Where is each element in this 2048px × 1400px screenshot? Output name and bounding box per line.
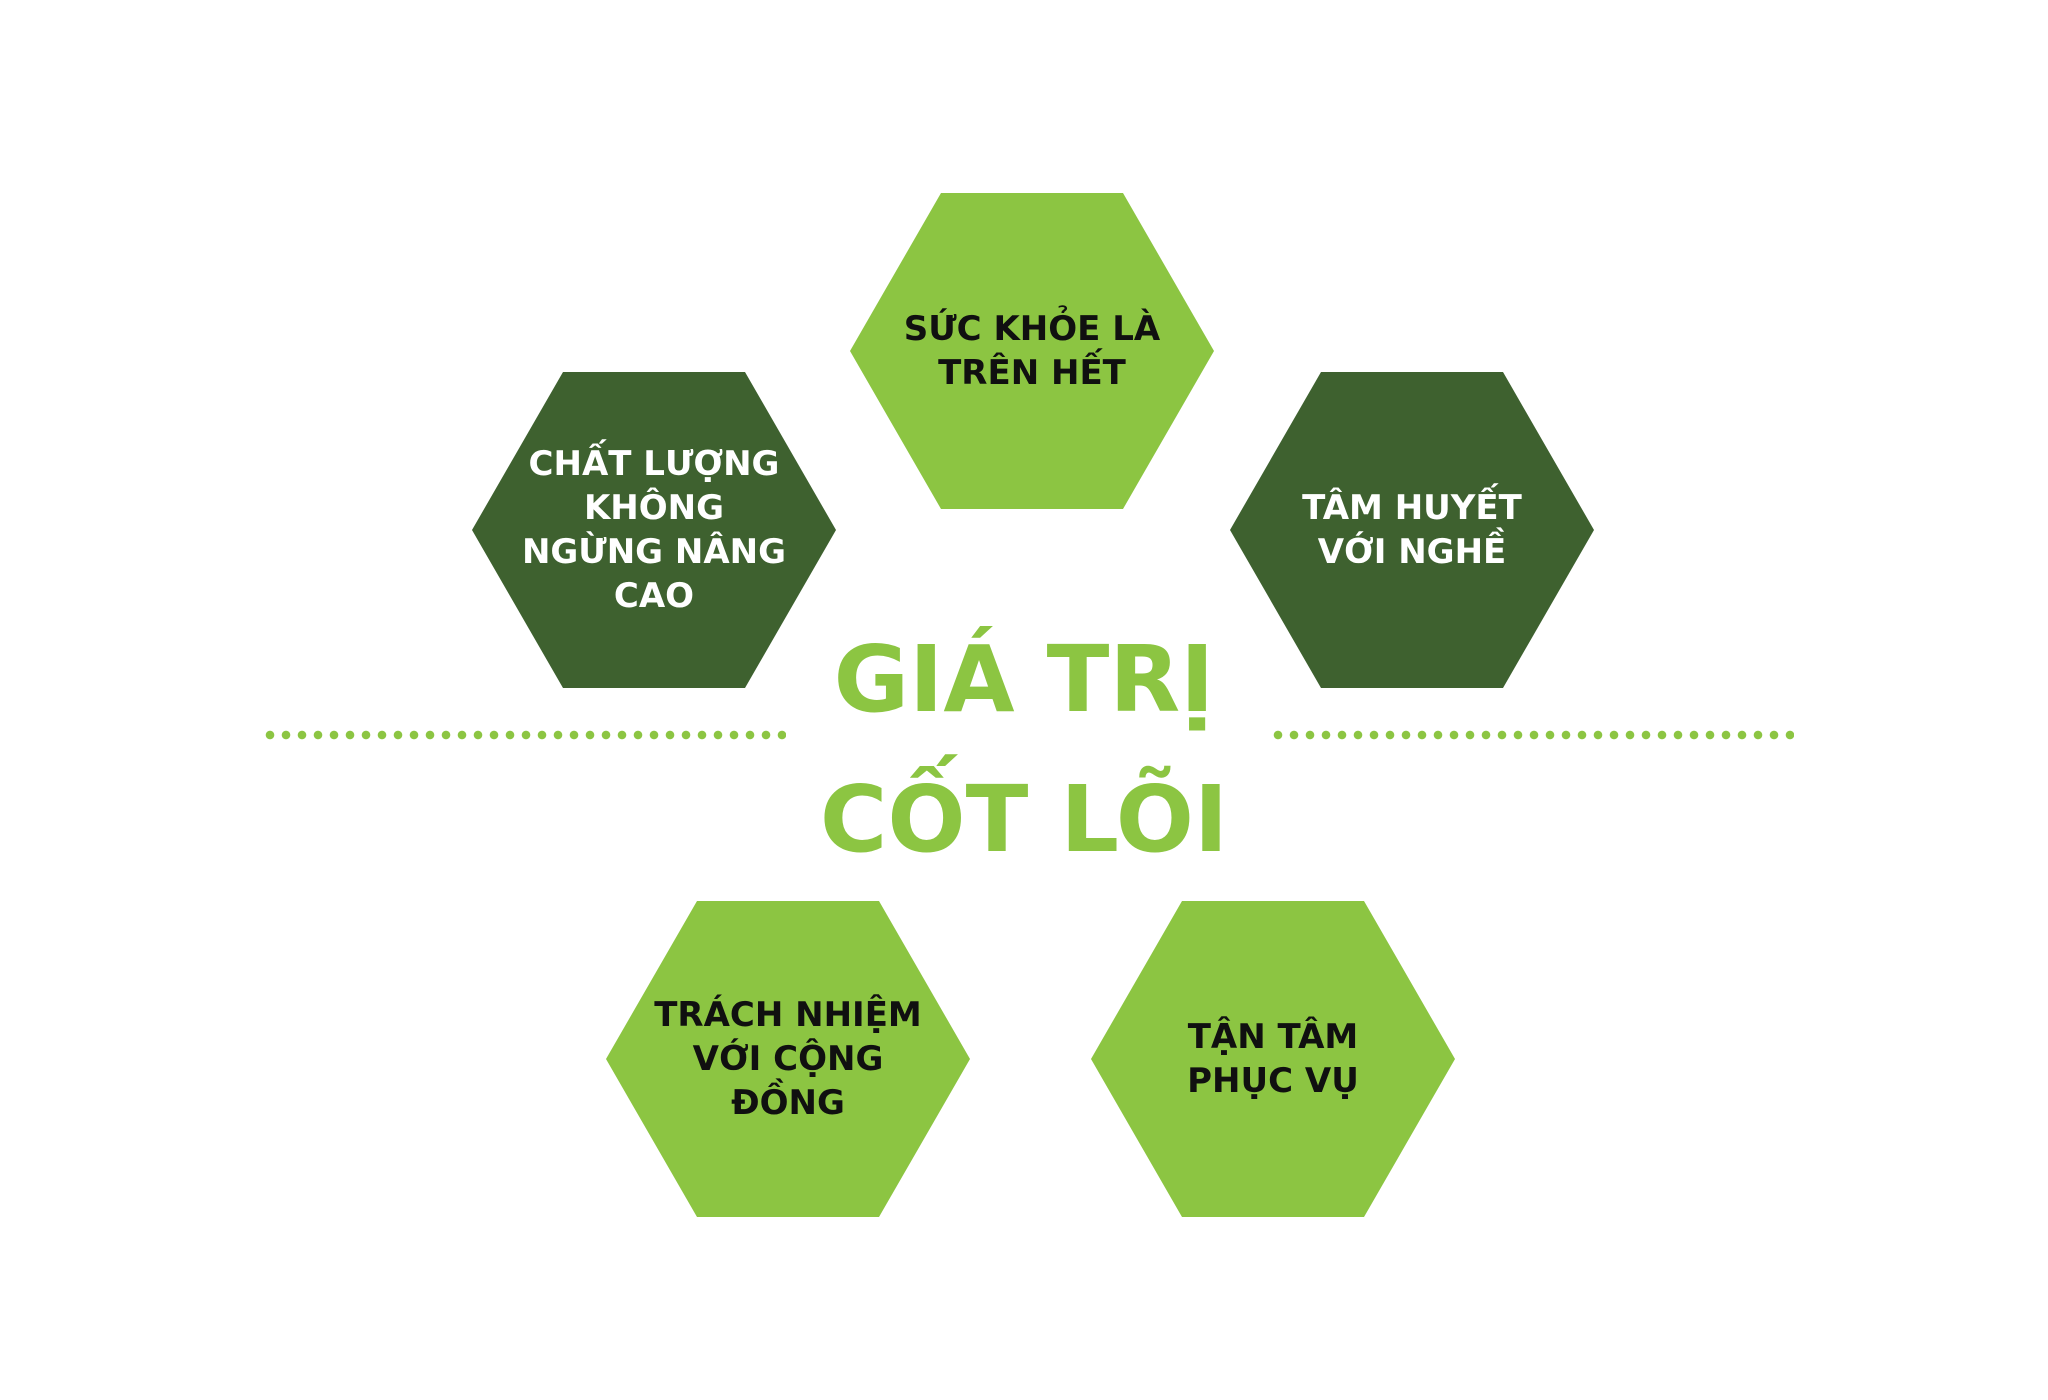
value-hexagon-quality: CHẤT LƯỢNG KHÔNG NGỪNG NÂNG CAO	[472, 372, 836, 688]
dotted-divider-left	[262, 730, 786, 740]
value-label-health-first: SỨC KHỎE LÀ TRÊN HẾT	[903, 309, 1161, 393]
value-label-quality: CHẤT LƯỢNG KHÔNG NGỪNG NÂNG CAO	[521, 444, 787, 616]
value-hexagon-dedication: TÂM HUYẾT VỚI NGHỀ	[1230, 372, 1594, 688]
value-label-dedication: TÂM HUYẾT VỚI NGHỀ	[1302, 488, 1522, 572]
value-label-community-responsibility: TRÁCH NHIỆM VỚI CỘNG ĐỒNG	[654, 995, 922, 1123]
value-label-dedicated-service: TẬN TÂM PHỤC VỤ	[1187, 1017, 1359, 1101]
title-line-1: GIÁ TRỊ	[833, 626, 1215, 733]
value-hexagon-dedicated-service: TẬN TÂM PHỤC VỤ	[1091, 901, 1455, 1217]
core-values-title: GIÁ TRỊ CỐT LÕI	[774, 610, 1274, 890]
value-hexagon-health-first: SỨC KHỎE LÀ TRÊN HẾT	[850, 193, 1214, 509]
value-hexagon-community-responsibility: TRÁCH NHIỆM VỚI CỘNG ĐỒNG	[606, 901, 970, 1217]
title-line-2: CỐT LÕI	[819, 766, 1229, 873]
dotted-divider-right	[1270, 730, 1794, 740]
